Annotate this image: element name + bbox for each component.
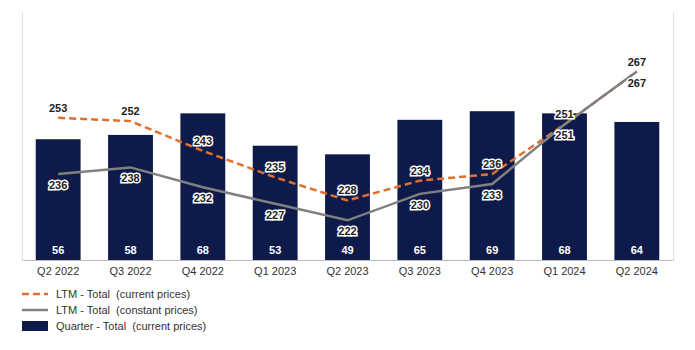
bar [108,135,153,260]
legend-label: LTM - Total (constant prices) [56,304,197,316]
data-label: 56 [52,244,64,256]
legend-item: LTM - Total (constant prices) [22,304,197,316]
data-label: 49 [341,244,353,256]
data-label: 228 [338,184,356,196]
plot: 5658685349656968642532522432352282342362… [23,13,674,277]
x-tick: Q3 2023 [399,265,441,277]
x-tick-label: Q4 2023 [471,265,513,277]
x-tick: Q3 2022 [109,265,151,277]
data-label: 222 [338,225,356,237]
legend-swatch [22,321,48,331]
bar-labels: 56 58 68 53 49 65 69 68 64 [52,244,644,256]
y-axis [22,13,23,261]
x-tick-label: Q1 2024 [543,265,585,277]
data-label: 53 [269,244,281,256]
data-labels: 5658685349656968642532522432352282342362… [49,56,646,256]
data-label: 236 [483,158,501,170]
x-tick: Q4 2023 [471,265,513,277]
line-labels: 236 238 232 227 222 230 233 251 267 [49,77,646,238]
data-label: 227 [266,209,284,221]
line-labels: 253 252 243 235 228 234 236 251 267 [49,56,646,197]
data-label: 58 [124,244,136,256]
x-axis-line [23,260,674,261]
data-label: 230 [411,199,429,211]
data-label: 251 [555,129,573,141]
x-tick-label: Q2 2022 [37,265,79,277]
data-label: 267 [628,56,646,68]
data-label: 235 [266,161,284,173]
data-label: 68 [558,244,570,256]
legend-swatch [22,293,48,296]
data-label: 234 [411,165,430,177]
legend-item: Quarter - Total (current prices) [22,320,206,332]
x-tick: Q2 2023 [326,265,368,277]
data-label: 253 [49,102,67,114]
x-tick-label: Q4 2022 [182,265,224,277]
data-label: 236 [49,179,67,191]
data-label: 64 [631,244,644,256]
legend-label: LTM - Total (current prices) [56,288,190,300]
x-tick: Q1 2023 [254,265,296,277]
bar [397,120,442,260]
x-tick: Q2 2022 [37,265,79,277]
line [58,72,637,221]
data-label: 238 [121,172,139,184]
x-tick-label: Q2 2024 [616,265,658,277]
x-tick-label: Q3 2022 [109,265,151,277]
bar [614,122,659,260]
data-label: 65 [414,244,426,256]
x-tick-label: Q2 2023 [326,265,368,277]
legend: LTM - Total (current prices) LTM - Total … [22,288,206,332]
data-label: 251 [555,108,573,120]
data-label: 233 [483,189,501,201]
legend-item: LTM - Total (current prices) [22,288,190,300]
x-tick-label: Q3 2023 [399,265,441,277]
data-label: 69 [486,244,498,256]
chart: 5658685349656968642532522432352282342362… [0,0,695,350]
x-tick: Q4 2022 [182,265,224,277]
marks [36,72,660,260]
x-axis: Q2 2022 Q3 2022 Q4 2022 Q1 2023 Q2 2023 Q3 20… [23,261,674,277]
y2-axis [673,13,674,261]
bar [325,154,370,260]
bar-series [36,111,660,260]
legend-swatch [22,309,48,312]
x-tick: Q1 2024 [543,265,585,277]
legend-label: Quarter - Total (current prices) [56,320,206,332]
data-label: 267 [628,77,646,89]
x-tick-label: Q1 2023 [254,265,296,277]
y2-axis-line [673,13,674,261]
y-axis-line [22,13,23,261]
data-label: 68 [197,244,209,256]
x-tick: Q2 2024 [616,265,658,277]
bar [36,139,81,260]
data-label: 232 [194,192,212,204]
data-label: 243 [194,135,212,147]
data-label: 252 [121,105,139,117]
